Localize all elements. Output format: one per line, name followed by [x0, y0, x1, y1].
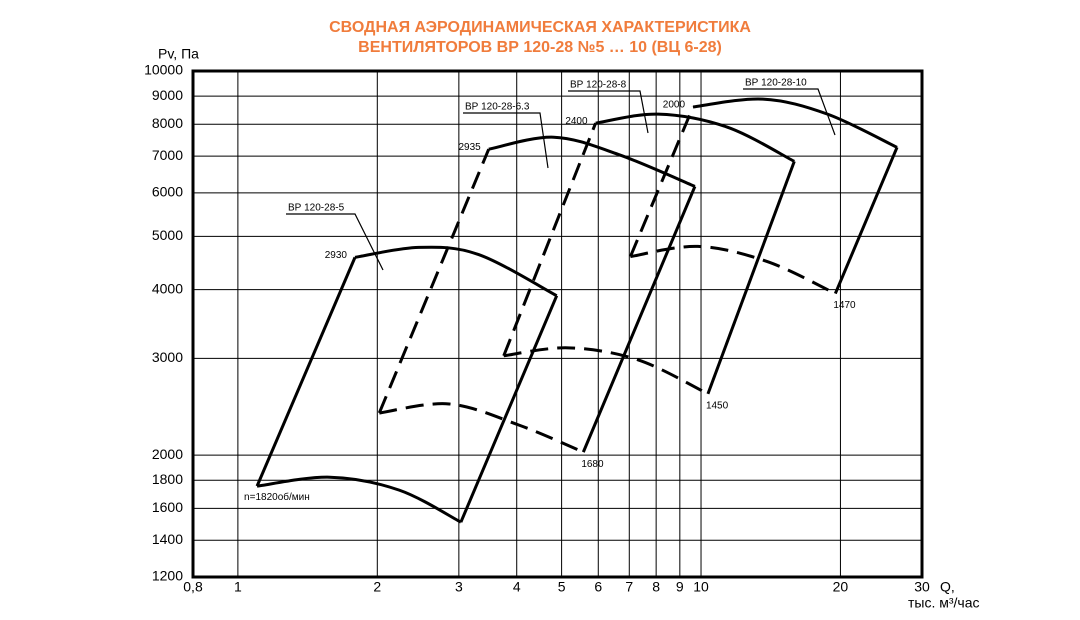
speed-label: 1470: [833, 300, 856, 311]
y-tick-label: 10000: [144, 62, 183, 78]
range-edge: [629, 106, 695, 258]
y-tick-label: 3000: [152, 349, 183, 365]
speed-label: 1680: [581, 459, 604, 470]
speed-curve: [354, 245, 558, 298]
x-tick-label: 6: [594, 579, 602, 595]
y-tick-label: 8000: [152, 115, 183, 131]
speed-curve: [503, 346, 709, 396]
x-tick-label: 5: [558, 579, 566, 595]
chart-title: СВОДНАЯ АЭРОДИНАМИЧЕСКАЯ ХАРАКТЕРИСТИКА: [329, 19, 751, 36]
speed-curve: [595, 112, 795, 163]
speed-curve: [630, 244, 836, 295]
y-tick-label: 2000: [152, 446, 183, 462]
x-tick-label: 2: [373, 579, 381, 595]
y-tick-label: 4000: [152, 280, 183, 296]
y-tick-label: 6000: [152, 184, 183, 200]
x-tick-label: 9: [676, 579, 684, 595]
x-tick-label: 20: [833, 579, 849, 595]
y-axis-label: Pv, Па: [158, 46, 199, 62]
y-tick-label: 5000: [152, 227, 183, 243]
leader-line: [568, 90, 649, 134]
x-tick-label: 30: [914, 579, 930, 595]
y-tick-label: 1400: [152, 531, 183, 547]
y-tick-label: 7000: [152, 147, 183, 163]
y-tick-label: 1800: [152, 471, 183, 487]
range-edge: [706, 160, 796, 395]
range-edge: [459, 295, 559, 523]
x-tick-label: 4: [513, 579, 521, 595]
x-tick-label: 10: [693, 579, 709, 595]
speed-label: 1450: [706, 401, 729, 412]
chart-title: ВЕНТИЛЯТОРОВ ВР 120-28 №5 … 10 (ВЦ 6-28): [358, 39, 722, 56]
x-tick-label: 8: [652, 579, 660, 595]
x-tick-label: 0,8: [183, 579, 203, 595]
range-edge: [255, 256, 357, 487]
speed-label: n=1820об/мин: [244, 491, 310, 503]
plot-frame: [191, 69, 924, 579]
leader-line: [463, 112, 549, 169]
speed-label: 2935: [458, 142, 481, 153]
speed-label: 2000: [663, 100, 686, 111]
x-tick-label: 7: [625, 579, 633, 595]
x-axis-label: Q,: [940, 579, 955, 595]
speed-curve: [256, 475, 462, 524]
y-tick-label: 1600: [152, 499, 183, 515]
speed-label: 2930: [325, 250, 348, 261]
speed-curve: [692, 97, 898, 149]
fan-name: ВР 120-28-10: [745, 78, 807, 89]
x-tick-label: 1: [234, 579, 242, 595]
y-tick-label: 9000: [152, 87, 183, 103]
x-tick-label: 3: [455, 579, 463, 595]
fan-name: ВР 120-28-8: [570, 80, 627, 91]
leader-line: [286, 213, 384, 271]
range-edge: [581, 185, 697, 453]
range-edge: [833, 146, 899, 295]
fan-name: ВР 120-28-6.3: [465, 102, 530, 113]
y-tick-label: 1200: [152, 568, 183, 584]
speed-curve: [379, 402, 584, 454]
leader-line: [743, 88, 836, 136]
range-edge: [502, 122, 597, 357]
x-axis-unit: тыс. м³/час: [908, 595, 980, 611]
range-edge: [377, 148, 491, 414]
fan-name: ВР 120-28-5: [288, 203, 345, 214]
speed-label: 2400: [565, 116, 588, 127]
